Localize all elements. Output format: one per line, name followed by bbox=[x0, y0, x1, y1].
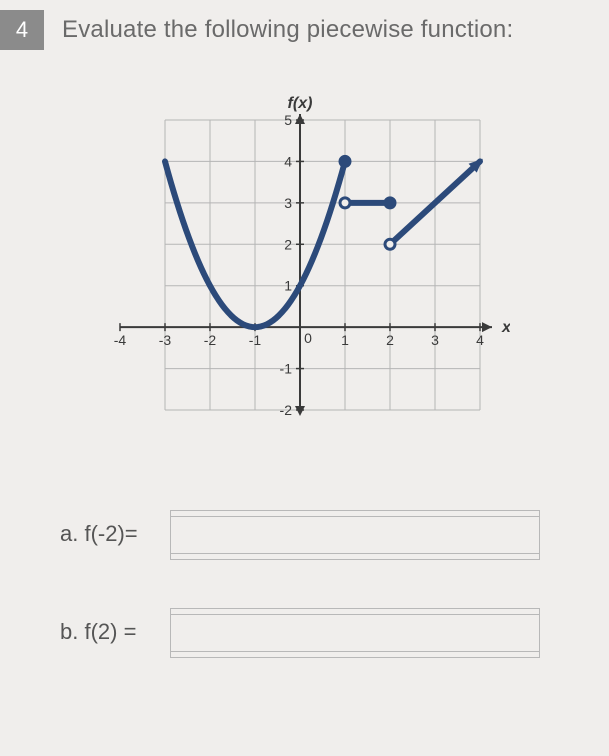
svg-text:1: 1 bbox=[284, 278, 292, 294]
svg-text:-4: -4 bbox=[113, 332, 126, 348]
svg-text:f(x): f(x) bbox=[287, 95, 312, 112]
svg-text:x: x bbox=[501, 319, 510, 336]
svg-text:-2: -2 bbox=[203, 332, 216, 348]
answer-box-a bbox=[170, 510, 540, 558]
svg-text:5: 5 bbox=[284, 112, 292, 128]
answer-input-b[interactable] bbox=[170, 608, 540, 652]
question-number: 4 bbox=[16, 17, 28, 43]
answer-label-a: a. f(-2)= bbox=[60, 521, 170, 547]
svg-text:3: 3 bbox=[284, 195, 292, 211]
svg-text:-1: -1 bbox=[279, 361, 292, 377]
graph-container: -4 -3 -2 -1 0 1 2 3 4 -2 -1 1 2 3 4 5 x f(x) bbox=[0, 90, 609, 430]
svg-text:-2: -2 bbox=[279, 402, 292, 418]
svg-text:3: 3 bbox=[431, 332, 439, 348]
svg-text:2: 2 bbox=[386, 332, 394, 348]
answer-box-b bbox=[170, 608, 540, 656]
svg-text:0: 0 bbox=[304, 330, 312, 346]
question-number-badge: 4 bbox=[0, 10, 44, 50]
piecewise-graph: -4 -3 -2 -1 0 1 2 3 4 -2 -1 1 2 3 4 5 x f(x) bbox=[100, 90, 510, 430]
svg-text:-1: -1 bbox=[248, 332, 261, 348]
svg-text:2: 2 bbox=[284, 236, 292, 252]
answer-input-a[interactable] bbox=[170, 510, 540, 554]
svg-text:4: 4 bbox=[284, 153, 292, 169]
svg-text:4: 4 bbox=[476, 332, 484, 348]
answer-label-b: b. f(2) = bbox=[60, 619, 170, 645]
answer-row-a: a. f(-2)= bbox=[60, 510, 609, 558]
question-prompt: Evaluate the following piecewise functio… bbox=[62, 10, 513, 44]
svg-text:-3: -3 bbox=[158, 332, 171, 348]
answer-row-b: b. f(2) = bbox=[60, 608, 609, 656]
answers-section: a. f(-2)= b. f(2) = bbox=[0, 510, 609, 656]
question-header: 4 Evaluate the following piecewise funct… bbox=[0, 0, 609, 50]
svg-text:1: 1 bbox=[341, 332, 349, 348]
